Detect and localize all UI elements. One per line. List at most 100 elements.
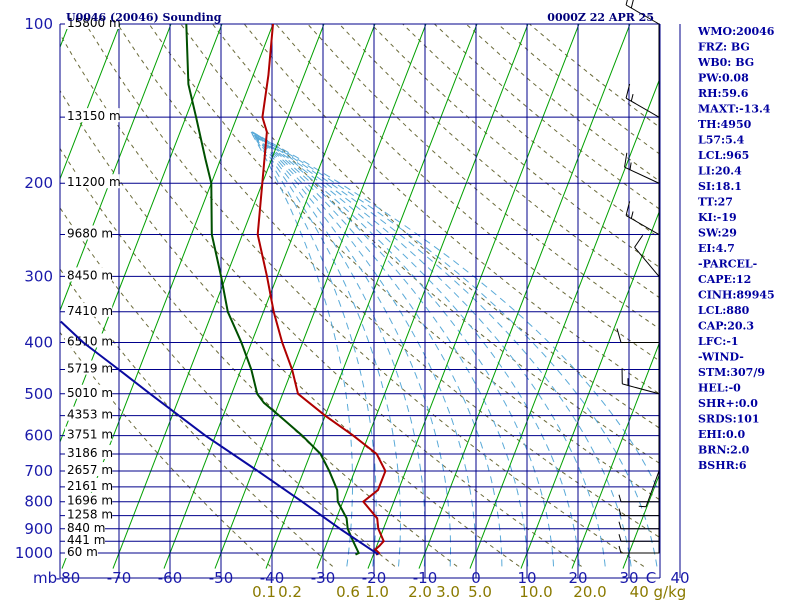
series	[60, 24, 387, 556]
pressure-tick-label: 500	[24, 385, 53, 403]
index-item: BSHR:6	[698, 459, 747, 472]
index-item: WMO:20046	[697, 25, 775, 38]
wind-barb-flag	[616, 328, 622, 343]
wind-barb	[625, 0, 660, 25]
dry-adiabat-line	[60, 331, 271, 567]
index-item: CAP:20.3	[698, 320, 754, 333]
temperature-tick-label: -10	[413, 569, 438, 587]
moist-adiabat-line	[251, 131, 477, 567]
wind-barb	[618, 494, 659, 503]
wind-barb	[625, 201, 660, 235]
isotherm-line	[265, 24, 478, 569]
index-item: LCL:965	[698, 149, 749, 162]
height-labels: 15800 m 13150 m 11200 m 9680 m 8450 m 7410 m 6…	[65, 15, 121, 559]
mixing-ratio-label: 0.6	[336, 583, 360, 600]
index-item: KI:-19	[698, 211, 737, 224]
valid-time: 0000Z 22 APR 25	[547, 11, 654, 24]
index-item: MAXT:-13.4	[698, 103, 771, 116]
index-item: WB0: BG	[697, 56, 754, 69]
isotherm-line	[571, 340, 660, 569]
wind-barb-flag	[625, 83, 631, 99]
height-label-bg	[65, 492, 113, 507]
index-item: CINH:89945	[698, 289, 775, 302]
wind-barb-half-flag	[629, 162, 632, 170]
temperature-unit-label: C	[646, 569, 656, 587]
temperature-tick-label: -40	[260, 569, 285, 587]
isotherm-line	[0, 0, 27, 569]
temperature-tick-label: 20	[568, 569, 587, 587]
wind-barb	[618, 545, 659, 554]
index-item: L57:5.4	[698, 134, 745, 147]
moist-adiabat-line	[252, 131, 632, 567]
skewed-isotherms	[0, 0, 660, 569]
wind-barb-flag	[634, 234, 644, 248]
wind-barb-flag	[630, 0, 634, 9]
dry-adiabat-line	[307, 24, 660, 330]
wind-barb-half-flag	[618, 508, 622, 516]
pressure-tick-label: 1000	[15, 544, 53, 562]
index-item: HEL:-0	[698, 382, 741, 395]
moist-adiabat-line	[251, 131, 580, 567]
temperature-tick-label: -70	[107, 569, 132, 587]
temperature-tick-label: -60	[158, 569, 183, 587]
wind-barb	[618, 534, 659, 542]
dry-adiabat-line	[275, 24, 660, 362]
dry-adiabat-line	[243, 24, 660, 395]
mixing-ratio-label: 2.0	[408, 583, 432, 600]
height-label: 3751 m	[67, 428, 113, 442]
height-label-bg	[65, 406, 113, 421]
wind-barb	[618, 508, 659, 517]
isotherm-line	[60, 24, 172, 312]
mixing-ratio-label: 3.0	[436, 583, 460, 600]
wind-barb	[616, 328, 659, 343]
temperature-tick-label: -20	[362, 569, 387, 587]
index-item: TH:4950	[698, 118, 752, 131]
dry-adiabat-line	[116, 24, 660, 539]
indices-panel: WMO:20046 FRZ: BG WB0: BG PW:0.08 RH:59.6 MAX…	[697, 25, 775, 472]
height-label-bg	[65, 384, 113, 399]
mixing-ratio-label: 1.0	[365, 583, 389, 600]
wind-barb-flag	[625, 0, 628, 6]
height-label: 4353 m	[67, 408, 113, 422]
moist-adiabat-line	[252, 131, 660, 496]
moist-adiabat-line	[250, 131, 377, 567]
wind-barb-shaft	[622, 383, 660, 395]
pressure-tick-label: 100	[24, 15, 53, 33]
height-label-bg	[65, 506, 113, 521]
index-item: EHI:0.0	[698, 428, 745, 441]
moist-adiabats	[250, 131, 660, 567]
isotherm-line	[214, 24, 427, 569]
pressure-unit-label: mb	[33, 569, 57, 587]
temperature-line	[256, 24, 387, 556]
height-label-bg	[65, 445, 113, 460]
height-label: 840 m	[67, 521, 105, 535]
isotherm-line	[60, 24, 223, 444]
wind-barb-shaft	[645, 470, 660, 507]
height-label-bg	[65, 15, 120, 29]
height-label-bg	[65, 108, 120, 123]
height-label-bg	[65, 360, 113, 375]
temperature-tick-label: 0	[471, 569, 481, 587]
wind-barb-shaft	[625, 215, 660, 235]
height-label: 11200 m	[67, 175, 121, 189]
height-label: 3186 m	[67, 446, 113, 460]
height-label: 2657 m	[67, 463, 113, 477]
height-label: 13150 m	[67, 109, 121, 123]
index-item: SI:18.1	[698, 180, 742, 193]
parcel-line	[60, 320, 380, 556]
wind-barb-shaft	[625, 4, 660, 25]
height-label-bg	[65, 544, 98, 558]
wind-barb-shaft	[625, 97, 660, 118]
temperature-tick-label: 40	[670, 569, 689, 587]
pressure-tick-label: 900	[24, 520, 53, 538]
height-label: 1696 m	[67, 494, 113, 508]
index-item: BRN:2.0	[698, 444, 750, 457]
index-item: SHR+:0.0	[698, 397, 758, 410]
wind-barb-half-flag	[618, 494, 622, 502]
isotherm-line	[469, 76, 660, 569]
moist-adiabat-line	[251, 131, 529, 567]
wind-barb-half-flag	[618, 521, 622, 529]
wind-barb	[621, 369, 660, 395]
mixing-ratio-label: 5.0	[468, 583, 492, 600]
height-label-bg	[65, 477, 113, 492]
